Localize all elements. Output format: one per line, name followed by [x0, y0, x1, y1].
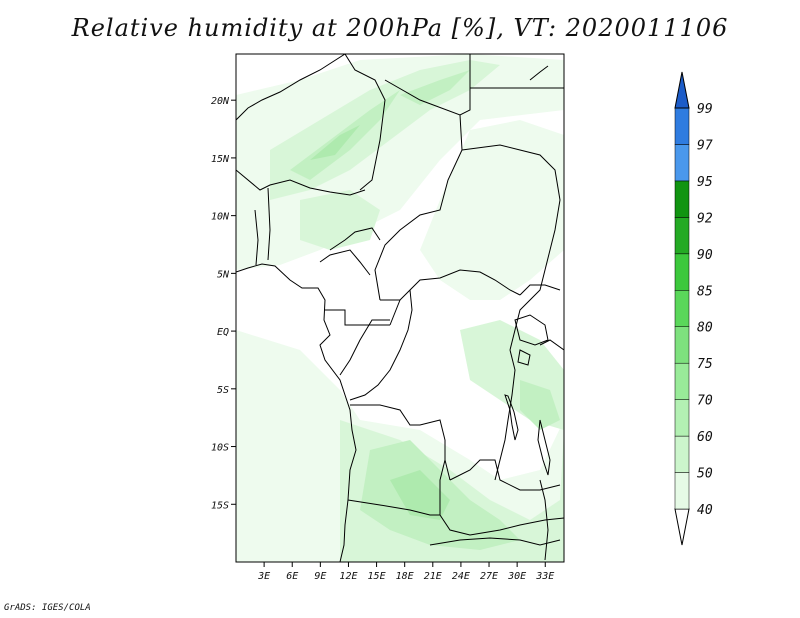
lon-tick-label: 30E	[507, 571, 526, 582]
colorbar-segment	[674, 107, 690, 145]
lon-tick-label: 27E	[480, 571, 498, 582]
border	[349, 289, 413, 401]
border	[236, 54, 346, 121]
lat-tick-label: EQ	[217, 327, 229, 338]
colorbar-segment	[674, 435, 690, 473]
humidity-band-60-70	[520, 380, 560, 430]
coastline	[529, 65, 549, 81]
humidity-band-50-60	[300, 190, 380, 250]
border	[347, 499, 564, 536]
lon-tick-label: 9E	[314, 571, 326, 582]
lon-tick-label: 6E	[286, 571, 298, 582]
humidity-shading	[236, 54, 564, 562]
border	[429, 537, 561, 546]
colorbar: 40 50 60 70 75 80 85 90 92 95 97 99	[674, 71, 713, 546]
lat-tick-label: 5N	[217, 269, 230, 280]
lake	[514, 314, 549, 346]
lat-tick-label: 5S	[217, 385, 229, 396]
latitude-axis: 20N 15N 10N 5N EQ 5S 10S 15S	[211, 96, 236, 511]
colorbar-segment	[674, 217, 690, 255]
lat-tick-label: 15N	[211, 154, 230, 165]
colorbar-segment	[674, 253, 690, 291]
border	[267, 187, 271, 261]
border	[461, 144, 561, 351]
colorbar-label: 97	[697, 138, 713, 153]
border	[389, 299, 401, 326]
border	[449, 459, 561, 491]
lon-tick-label: 18E	[396, 571, 414, 582]
colorbar-segment	[674, 362, 690, 400]
humidity-band-40-50	[236, 360, 320, 540]
colorbar-segment	[674, 180, 690, 218]
border	[350, 404, 451, 481]
lat-tick-label: 10S	[211, 443, 229, 454]
lake	[504, 394, 519, 441]
border	[319, 249, 371, 276]
humidity-band-40-50	[420, 120, 564, 300]
lon-tick-label: 33E	[535, 571, 554, 582]
border	[324, 309, 390, 326]
colorbar-label: 50	[697, 467, 713, 482]
colorbar-max-triangle	[674, 71, 690, 109]
colorbar-segment	[674, 290, 690, 327]
lon-tick-label: 24E	[452, 571, 470, 582]
humidity-band-70-75	[390, 470, 450, 520]
colorbar-label: 75	[697, 357, 713, 372]
lon-tick-label: 15E	[368, 571, 386, 582]
lat-tick-label: 15S	[211, 500, 229, 511]
map-title: Relative humidity at 200hPa [%], VT: 202…	[71, 14, 729, 42]
colorbar-label: 85	[697, 284, 713, 299]
colorbar-segment	[674, 472, 690, 510]
colorbar-label: 80	[697, 321, 713, 336]
border	[539, 479, 549, 561]
longitude-axis: 3E 6E 9E 12E 15E 18E 21E 24E 27E 30E 33E	[257, 562, 554, 582]
humidity-band-70-75	[310, 125, 360, 160]
lake	[537, 419, 551, 476]
lat-tick-label: 10N	[211, 212, 230, 223]
grads-credit: GrADS: IGES/COLA	[4, 603, 91, 613]
country-borders	[236, 54, 564, 562]
lake	[517, 349, 531, 366]
border	[519, 284, 561, 296]
border	[344, 54, 386, 191]
plot-frame	[235, 53, 565, 563]
lat-tick-label: 20N	[211, 96, 230, 107]
border	[236, 169, 366, 196]
border	[339, 319, 390, 376]
lon-tick-label: 3E	[257, 571, 270, 582]
coastline	[236, 263, 357, 562]
border	[539, 339, 564, 351]
border	[494, 349, 516, 481]
colorbar-label: 60	[697, 430, 713, 445]
colorbar-label: 99	[697, 102, 713, 117]
colorbar-segment	[674, 399, 690, 437]
colorbar-segment	[674, 144, 690, 182]
humidity-band-60-70	[400, 70, 470, 105]
colorbar-label: 40	[697, 503, 713, 518]
border	[380, 269, 521, 301]
border	[254, 209, 259, 266]
colorbar-segment	[674, 326, 690, 364]
colorbar-label: 95	[697, 175, 713, 190]
colorbar-label: 92	[697, 211, 713, 226]
border	[374, 114, 463, 301]
lon-tick-label: 12E	[339, 571, 357, 582]
colorbar-label: 90	[697, 248, 713, 263]
border	[439, 459, 446, 515]
colorbar-min-triangle	[674, 508, 690, 546]
colorbar-label: 70	[697, 394, 713, 409]
border	[329, 227, 381, 251]
lon-tick-label: 21E	[424, 571, 442, 582]
